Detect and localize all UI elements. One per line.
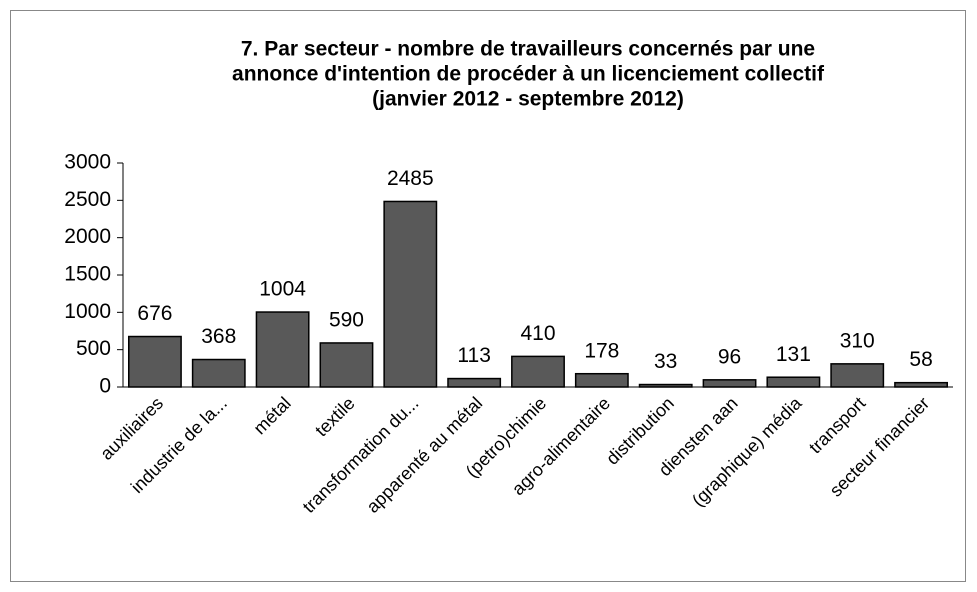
value-label: 310 <box>840 329 875 352</box>
bar <box>255 311 310 388</box>
y-tick-label: 0 <box>99 375 111 398</box>
value-label: 1004 <box>259 278 306 301</box>
y-tick-label: 1500 <box>64 263 111 286</box>
chart-title: (janvier 2012 - septembre 2012) <box>372 88 684 111</box>
value-label: 131 <box>776 343 811 366</box>
chart-title: annonce d'intention de procéder à un lic… <box>232 63 825 86</box>
value-label: 33 <box>654 350 677 373</box>
bar <box>383 200 438 388</box>
value-label: 58 <box>909 348 932 371</box>
bar <box>830 363 885 388</box>
y-tick-label: 500 <box>76 337 111 360</box>
bar <box>447 377 502 388</box>
y-tick-label: 2000 <box>64 225 111 248</box>
bar <box>319 342 374 388</box>
bar <box>574 372 629 388</box>
bar <box>511 355 565 388</box>
y-tick-label: 3000 <box>64 151 111 174</box>
bar <box>191 358 246 388</box>
value-label: 178 <box>584 339 619 362</box>
value-label: 590 <box>329 308 364 331</box>
value-label: 2485 <box>387 167 434 190</box>
value-label: 676 <box>137 302 172 325</box>
y-tick-label: 1000 <box>64 300 111 323</box>
bar <box>127 335 182 388</box>
chart-title: 7. Par secteur - nombre de travailleurs … <box>241 38 815 61</box>
value-label: 113 <box>457 344 490 367</box>
value-label: 368 <box>201 325 236 348</box>
bar <box>766 376 821 388</box>
bar <box>894 381 949 388</box>
value-label: 96 <box>718 345 741 368</box>
y-tick-label: 2500 <box>64 188 111 211</box>
chart-frame <box>10 10 966 582</box>
bar <box>702 379 757 388</box>
value-label: 410 <box>520 322 555 345</box>
